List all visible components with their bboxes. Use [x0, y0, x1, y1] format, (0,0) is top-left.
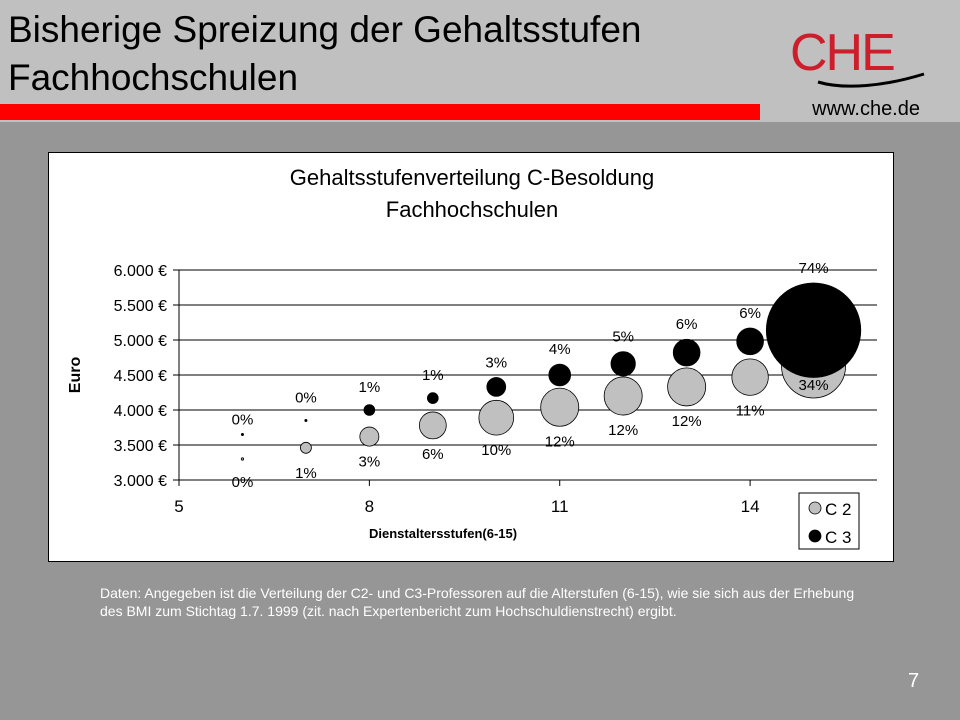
bubble-c2	[300, 441, 312, 454]
legend-c3-label: C 3	[825, 528, 851, 547]
bubble-c2	[359, 426, 380, 447]
chart-title-line1: Gehaltsstufenverteilung C-Besoldung	[290, 165, 654, 190]
data-label-c3: 0%	[295, 390, 317, 407]
chart-gridlines	[179, 269, 877, 481]
data-label-c3: 1%	[359, 379, 381, 396]
bubble-c3	[610, 351, 636, 377]
bubble-c3	[240, 432, 244, 436]
bubble-c2	[478, 399, 515, 436]
bubble-c2	[418, 411, 447, 440]
data-label-c3: 4%	[549, 341, 571, 358]
chart-bubbles	[240, 282, 862, 461]
chart-data-labels: 0% 1% 3% 6% 10% 12% 12% 12% 11% 34% 0% 0% 1% 1% 3% 4% 5%…	[232, 260, 829, 491]
che-logo-text: CHE	[790, 24, 894, 82]
bubble-c3	[427, 392, 439, 404]
x-axis-label: Dienstaltersstufen(6-15)	[369, 526, 517, 541]
data-label-c3: 74%	[799, 260, 829, 277]
data-source-caption: Daten: Angegeben ist die Verteilung der …	[100, 585, 855, 619]
data-label-c2: 3%	[359, 454, 381, 471]
data-label-c2: 34%	[799, 377, 829, 394]
data-label-c3: 6%	[739, 305, 761, 322]
legend-box	[798, 492, 860, 550]
bubble-c3	[363, 404, 376, 416]
legend-c2-label: C 2	[825, 500, 851, 519]
legend-c2-marker	[808, 501, 822, 515]
bubble-c2	[540, 387, 580, 427]
data-label-c3: 0%	[232, 412, 254, 429]
bubble-c3	[304, 418, 308, 422]
che-logo: CHE	[790, 24, 925, 88]
bubble-c3	[672, 338, 701, 367]
y-tick-label: 3.500 €	[114, 438, 167, 455]
chart-title-line2: Fachhochschulen	[386, 197, 558, 222]
bubble-c3	[486, 377, 507, 397]
data-label-c2: 10%	[481, 442, 511, 459]
bubble-c2	[667, 367, 707, 407]
x-tick-label: 11	[551, 497, 569, 516]
slide-title: Bisherige Spreizung der Gehaltsstufen Fa…	[8, 6, 641, 102]
bubble-c3	[765, 282, 862, 378]
y-tick-label: 5.000 €	[114, 333, 167, 350]
y-tick-label: 4.000 €	[114, 403, 167, 420]
data-label-c3: 5%	[612, 329, 634, 346]
chart-container: Gehaltsstufenverteilung C-Besoldung Fach…	[48, 152, 894, 562]
data-label-c2: 12%	[608, 422, 638, 439]
x-axis-ticks: 5 8 11 14	[174, 480, 760, 516]
y-tick-label: 4.500 €	[114, 368, 167, 385]
x-tick-label: 8	[365, 497, 374, 516]
bubble-c3	[736, 327, 764, 356]
y-tick-label: 3.000 €	[114, 473, 167, 490]
x-tick-label: 5	[174, 497, 183, 516]
y-tick-label: 6.000 €	[114, 263, 167, 280]
data-label-c3: 3%	[485, 354, 507, 371]
data-label-c3: 1%	[422, 367, 444, 384]
website-url[interactable]: www.che.de	[812, 98, 920, 120]
chart-legend: C 2 C 3	[798, 492, 860, 550]
data-label-c2: 1%	[295, 465, 317, 482]
y-axis-label: Euro	[67, 357, 84, 394]
data-label-c2: 12%	[672, 413, 702, 430]
data-label-c2: 0%	[232, 474, 254, 491]
che-logo-wave	[817, 72, 925, 88]
bubble-c2	[731, 358, 769, 396]
x-tick-label: 14	[741, 497, 760, 516]
slide-title-line2: Fachhochschulen	[8, 57, 299, 98]
data-label-c2: 11%	[736, 402, 765, 419]
legend-c3-marker	[808, 529, 822, 543]
slide-title-line1: Bisherige Spreizung der Gehaltsstufen	[8, 9, 642, 50]
data-label-c2: 12%	[545, 433, 575, 450]
bubble-c2	[603, 376, 643, 416]
page-number: 7	[908, 670, 920, 692]
red-accent-bar	[0, 104, 760, 120]
y-tick-label: 5.500 €	[114, 298, 167, 315]
bubble-c2	[240, 457, 245, 461]
data-label-c3: 6%	[676, 316, 698, 333]
data-label-c2: 6%	[422, 446, 444, 463]
y-axis-ticks: 6.000 € 5.500 € 5.000 € 4.500 € 4.000 € 3.500…	[114, 263, 180, 490]
bubble-chart: Gehaltsstufenverteilung C-Besoldung Fach…	[67, 165, 877, 550]
slide-header: Bisherige Spreizung der Gehaltsstufen Fa…	[0, 0, 960, 122]
bubble-c3	[548, 363, 572, 387]
